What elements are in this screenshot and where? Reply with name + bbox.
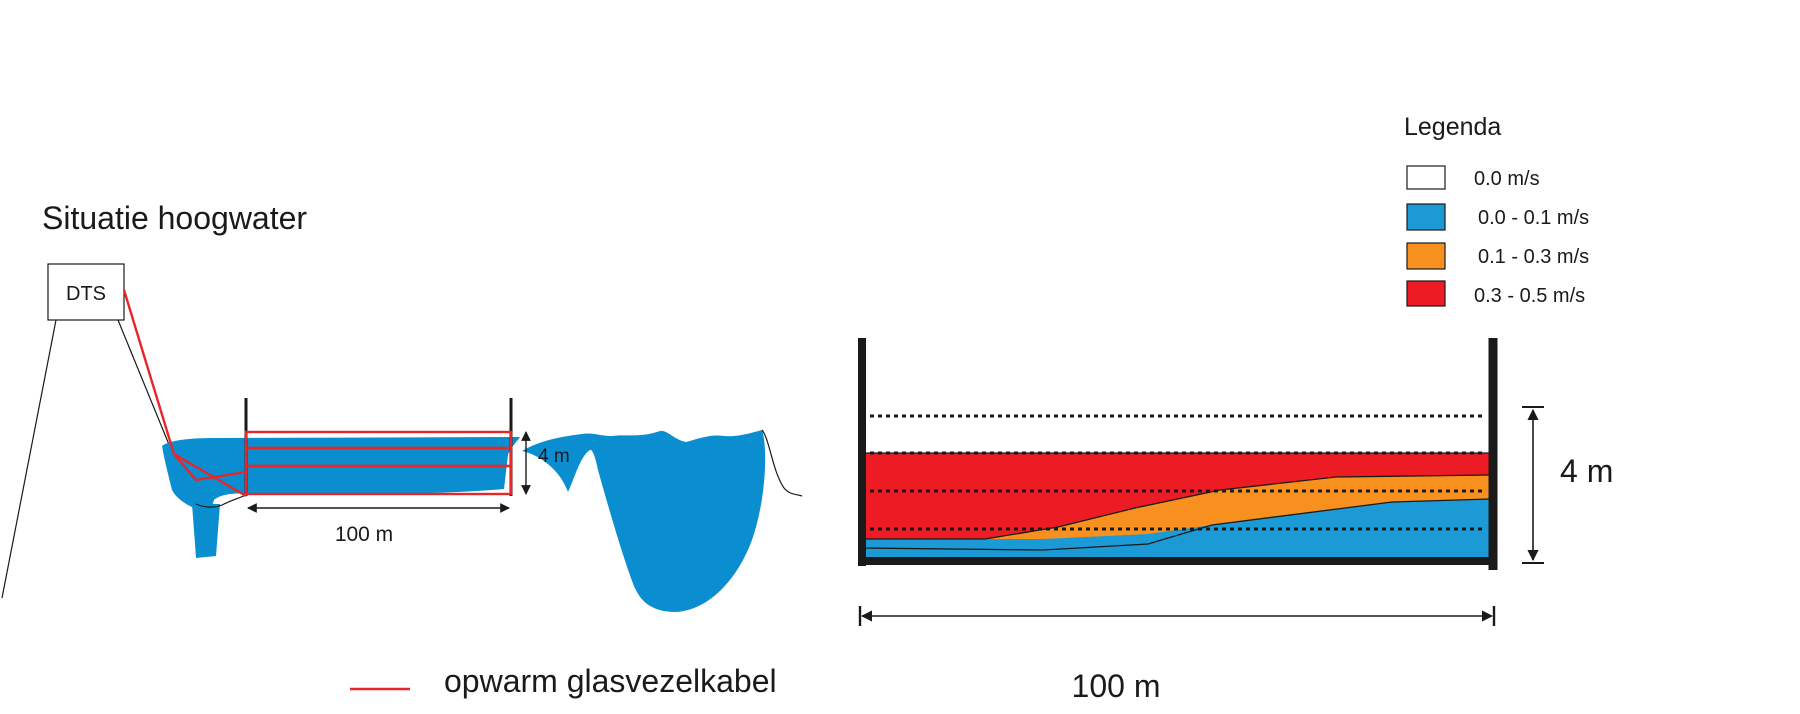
dts-label: DTS [66, 283, 106, 305]
dts-instrument-box [47, 263, 125, 321]
cable-legend: opwarm glasvezelkabel [350, 663, 777, 699]
legend-swatch-3 [1406, 280, 1446, 307]
length-label-left: 100 m [335, 523, 393, 546]
legend-swatch-1 [1406, 203, 1446, 231]
band-white [862, 340, 1490, 453]
cable-loop-bottom [244, 464, 513, 496]
boundary-red-orange [862, 474, 1491, 540]
cable-legend-label: opwarm glasvezelkabel [444, 663, 777, 699]
band-red [862, 453, 1490, 539]
boundary-orange-blue [861, 498, 1491, 551]
water-spout [192, 504, 220, 557]
cable-feed-line-2 [173, 453, 247, 482]
left-bank-outline [195, 493, 249, 508]
dts-support-line-right [117, 319, 171, 448]
legend-swatch-2 [1406, 242, 1446, 270]
fiber-cable [122, 289, 513, 498]
length-label-right: 100 m [1072, 668, 1161, 704]
depth-label-left: 4 m [538, 446, 570, 467]
legend-label-3: 0.3 - 0.5 m/s [1474, 285, 1585, 307]
water-body-left [162, 437, 520, 558]
legend-label-1: 0.0 - 0.1 m/s [1478, 207, 1589, 229]
legend-label-0: 0.0 m/s [1474, 168, 1540, 190]
diagram-title: Situatie hoogwater [42, 200, 307, 236]
dts-support-line-left [1, 319, 57, 599]
legend-swatch-0 [1406, 165, 1446, 190]
river-cross-section: DTS 4 m 100 m [1, 263, 803, 612]
right-bank-outline [761, 429, 803, 497]
legend-label-2: 0.1 - 0.3 m/s [1478, 246, 1589, 268]
water-body-right [522, 430, 766, 612]
legend-title: Legenda [1404, 113, 1501, 141]
legend: Legenda 0.0 m/s 0.0 - 0.1 m/s 0.1 - 0.3 … [1404, 113, 1589, 307]
velocity-profile: 4 m 100 m [858, 338, 1613, 704]
depth-label-right: 4 m [1560, 453, 1613, 489]
dotted-levels [870, 414, 1484, 531]
